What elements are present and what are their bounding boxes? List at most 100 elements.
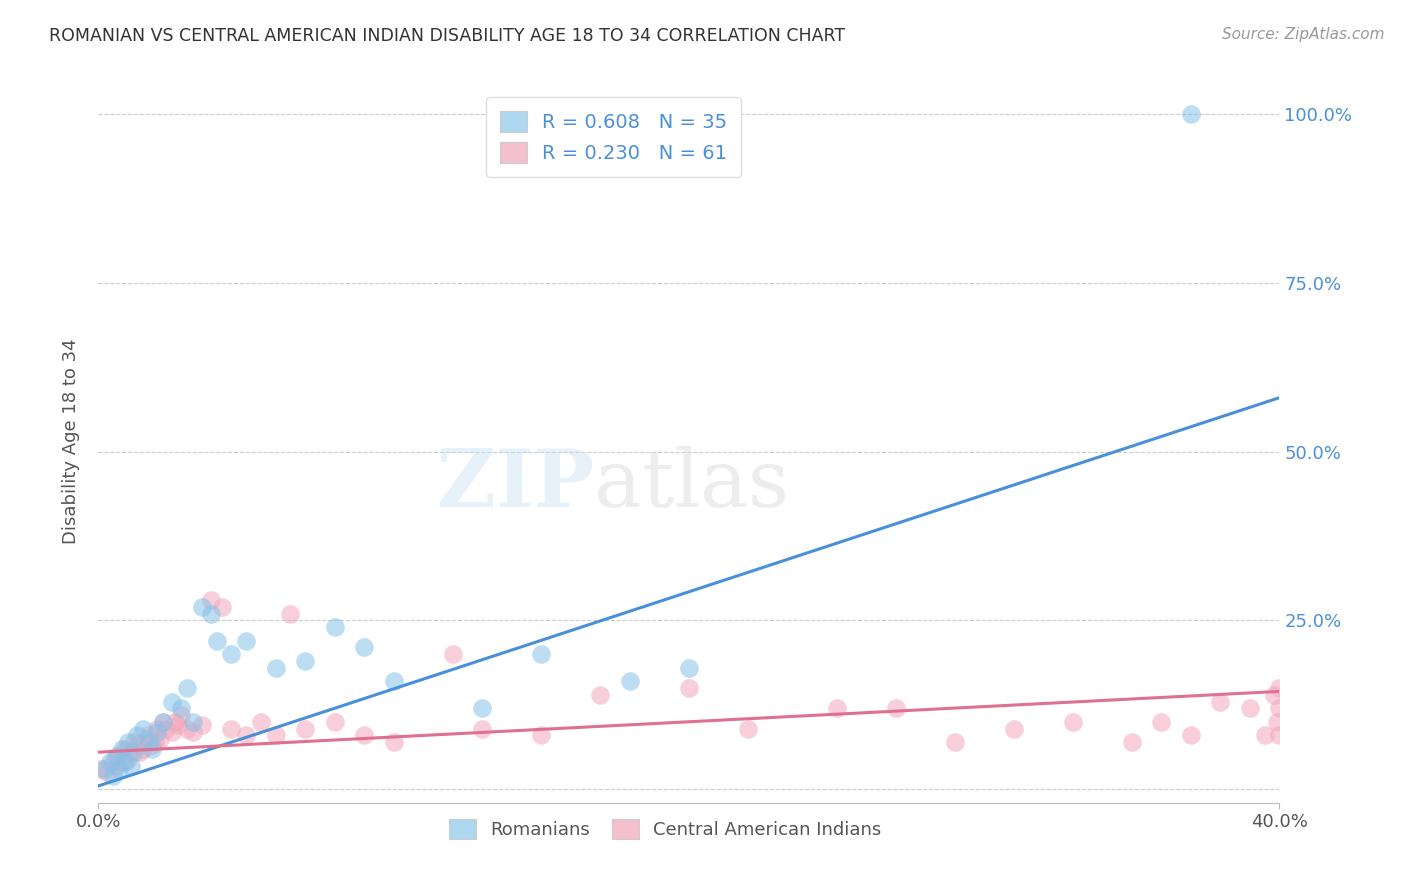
Point	[162, 725, 183, 739]
Point	[1209, 694, 1232, 708]
Point	[221, 647, 243, 661]
Point	[152, 714, 174, 729]
Point	[235, 728, 257, 742]
Point	[294, 654, 316, 668]
Point	[167, 718, 190, 732]
Point	[93, 762, 115, 776]
Point	[108, 748, 131, 763]
Point	[943, 735, 966, 749]
Point	[111, 756, 134, 770]
Point	[1268, 701, 1291, 715]
Point	[117, 752, 139, 766]
Point	[181, 714, 204, 729]
Point	[114, 741, 136, 756]
Point	[132, 741, 155, 756]
Point	[176, 722, 198, 736]
Point	[162, 694, 183, 708]
Point	[382, 735, 405, 749]
Point	[884, 701, 907, 715]
Point	[264, 661, 287, 675]
Point	[122, 745, 145, 759]
Point	[589, 688, 612, 702]
Point	[120, 745, 142, 759]
Point	[1268, 728, 1291, 742]
Point	[155, 722, 177, 736]
Point	[353, 640, 375, 655]
Point	[125, 728, 148, 742]
Point	[471, 722, 494, 736]
Point	[122, 735, 145, 749]
Point	[471, 701, 494, 715]
Point	[1002, 722, 1025, 736]
Point	[200, 607, 222, 621]
Point	[235, 633, 257, 648]
Point	[103, 756, 125, 770]
Point	[1062, 714, 1084, 729]
Point	[146, 722, 169, 736]
Y-axis label: Disability Age 18 to 34: Disability Age 18 to 34	[62, 339, 80, 544]
Point	[149, 731, 172, 746]
Point	[1268, 681, 1291, 695]
Point	[138, 735, 160, 749]
Point	[181, 725, 204, 739]
Point	[294, 722, 316, 736]
Point	[678, 681, 700, 695]
Point	[117, 735, 139, 749]
Point	[250, 714, 273, 729]
Point	[264, 728, 287, 742]
Point	[141, 739, 163, 753]
Point	[152, 714, 174, 729]
Point	[1254, 728, 1277, 742]
Point	[141, 741, 163, 756]
Point	[323, 714, 346, 729]
Point	[111, 741, 134, 756]
Legend: Romanians, Central American Indians: Romanians, Central American Indians	[440, 810, 891, 848]
Point	[221, 722, 243, 736]
Point	[191, 599, 214, 614]
Point	[98, 756, 121, 770]
Point	[353, 728, 375, 742]
Point	[105, 748, 128, 763]
Point	[530, 728, 553, 742]
Point	[280, 607, 302, 621]
Point	[382, 674, 405, 689]
Point	[170, 708, 193, 723]
Point	[1180, 107, 1202, 121]
Point	[132, 722, 155, 736]
Point	[1150, 714, 1173, 729]
Point	[200, 593, 222, 607]
Point	[146, 725, 169, 739]
Point	[90, 762, 112, 776]
Point	[138, 728, 160, 742]
Text: ROMANIAN VS CENTRAL AMERICAN INDIAN DISABILITY AGE 18 TO 34 CORRELATION CHART: ROMANIAN VS CENTRAL AMERICAN INDIAN DISA…	[49, 27, 845, 45]
Point	[530, 647, 553, 661]
Point	[441, 647, 464, 661]
Point	[165, 714, 187, 729]
Point	[1263, 688, 1285, 702]
Text: Source: ZipAtlas.com: Source: ZipAtlas.com	[1222, 27, 1385, 42]
Point	[103, 769, 125, 783]
Point	[1265, 714, 1288, 729]
Point	[205, 633, 228, 648]
Text: atlas: atlas	[595, 446, 790, 524]
Point	[170, 701, 193, 715]
Point	[1121, 735, 1143, 749]
Point	[678, 661, 700, 675]
Point	[1180, 728, 1202, 742]
Text: ZIP: ZIP	[437, 446, 595, 524]
Point	[323, 620, 346, 634]
Point	[619, 674, 641, 689]
Point	[120, 758, 142, 772]
Point	[96, 765, 118, 780]
Point	[143, 735, 166, 749]
Point	[176, 681, 198, 695]
Point	[125, 739, 148, 753]
Point	[825, 701, 848, 715]
Point	[191, 718, 214, 732]
Point	[108, 762, 131, 776]
Point	[105, 758, 128, 772]
Point	[128, 745, 150, 759]
Point	[1239, 701, 1261, 715]
Point	[211, 599, 233, 614]
Point	[737, 722, 759, 736]
